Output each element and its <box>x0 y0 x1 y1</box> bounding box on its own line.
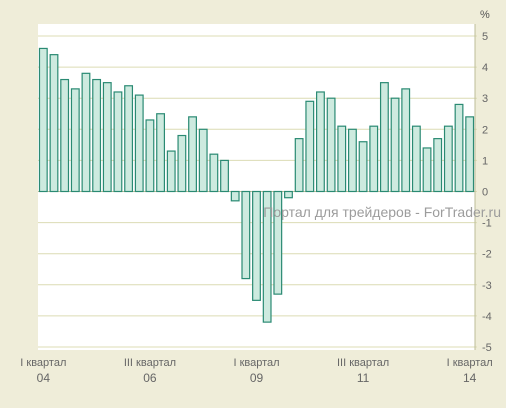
bar <box>156 113 166 193</box>
bar <box>294 138 304 193</box>
bar <box>422 147 432 193</box>
bar <box>49 54 59 193</box>
bar <box>102 82 112 193</box>
bar <box>188 116 197 193</box>
y-tick-label: 3 <box>482 93 488 105</box>
bar <box>124 85 134 193</box>
bar <box>347 128 357 193</box>
bar <box>177 134 187 193</box>
bar <box>273 190 283 295</box>
bar <box>305 100 315 193</box>
bar <box>326 97 336 193</box>
bar <box>166 150 176 193</box>
bar <box>369 125 379 193</box>
bar <box>443 125 453 193</box>
x-tick-label-year: 04 <box>37 371 51 385</box>
bar <box>241 190 251 280</box>
bar <box>411 125 421 193</box>
bar <box>454 103 464 193</box>
bar <box>390 97 400 193</box>
y-tick-label: 4 <box>482 62 488 74</box>
bar <box>316 91 325 193</box>
x-tick-label-quarter: I квартал <box>233 357 279 369</box>
x-tick-label-quarter: I квартал <box>20 357 66 369</box>
bar <box>113 91 123 193</box>
bar <box>262 190 272 323</box>
y-tick-label: -1 <box>482 218 492 230</box>
x-tick-label-quarter: III квартал <box>337 357 389 369</box>
bar <box>358 141 368 193</box>
watermark-text: Портал для трейдеров - ForTrader.ru <box>263 204 501 220</box>
y-axis: 5 4 3 2 1 0 -1 -2 -3 -4 -5 <box>474 24 492 354</box>
x-tick-label-quarter: III квартал <box>124 357 176 369</box>
bar <box>337 125 347 193</box>
bar <box>284 190 293 199</box>
bar <box>379 82 389 193</box>
x-tick-label-year: 06 <box>143 371 157 385</box>
y-tick-label: 2 <box>482 124 488 136</box>
bar <box>220 159 229 193</box>
bar <box>252 190 261 301</box>
bars <box>38 47 475 323</box>
y-tick-label: -4 <box>482 311 492 323</box>
y-tick-label: -3 <box>482 280 492 292</box>
y-tick-label: 1 <box>482 155 488 167</box>
y-axis-unit-label: % <box>480 9 490 21</box>
y-tick-label: 0 <box>482 187 488 199</box>
bar <box>465 116 475 193</box>
bar <box>209 153 219 193</box>
bar <box>145 119 155 193</box>
bar <box>230 190 240 202</box>
bar <box>433 138 443 193</box>
bar <box>70 88 80 193</box>
y-tick-label: 5 <box>482 31 488 43</box>
bar <box>60 78 70 193</box>
y-tick-label: -5 <box>482 342 492 354</box>
x-tick-label-year: 11 <box>357 371 370 385</box>
x-tick-label-quarter: I квартал <box>447 357 493 369</box>
x-tick-label-year: 14 <box>463 371 477 385</box>
bar <box>198 128 208 193</box>
bar <box>92 78 102 193</box>
bar <box>38 47 48 193</box>
bar <box>134 94 144 193</box>
y-tick-label: -2 <box>482 249 492 261</box>
x-axis: I квартал 04 III квартал 06 I квартал 09 III к… <box>20 357 492 385</box>
bar <box>401 88 411 193</box>
bar <box>81 72 91 193</box>
x-tick-label-year: 09 <box>250 371 264 385</box>
